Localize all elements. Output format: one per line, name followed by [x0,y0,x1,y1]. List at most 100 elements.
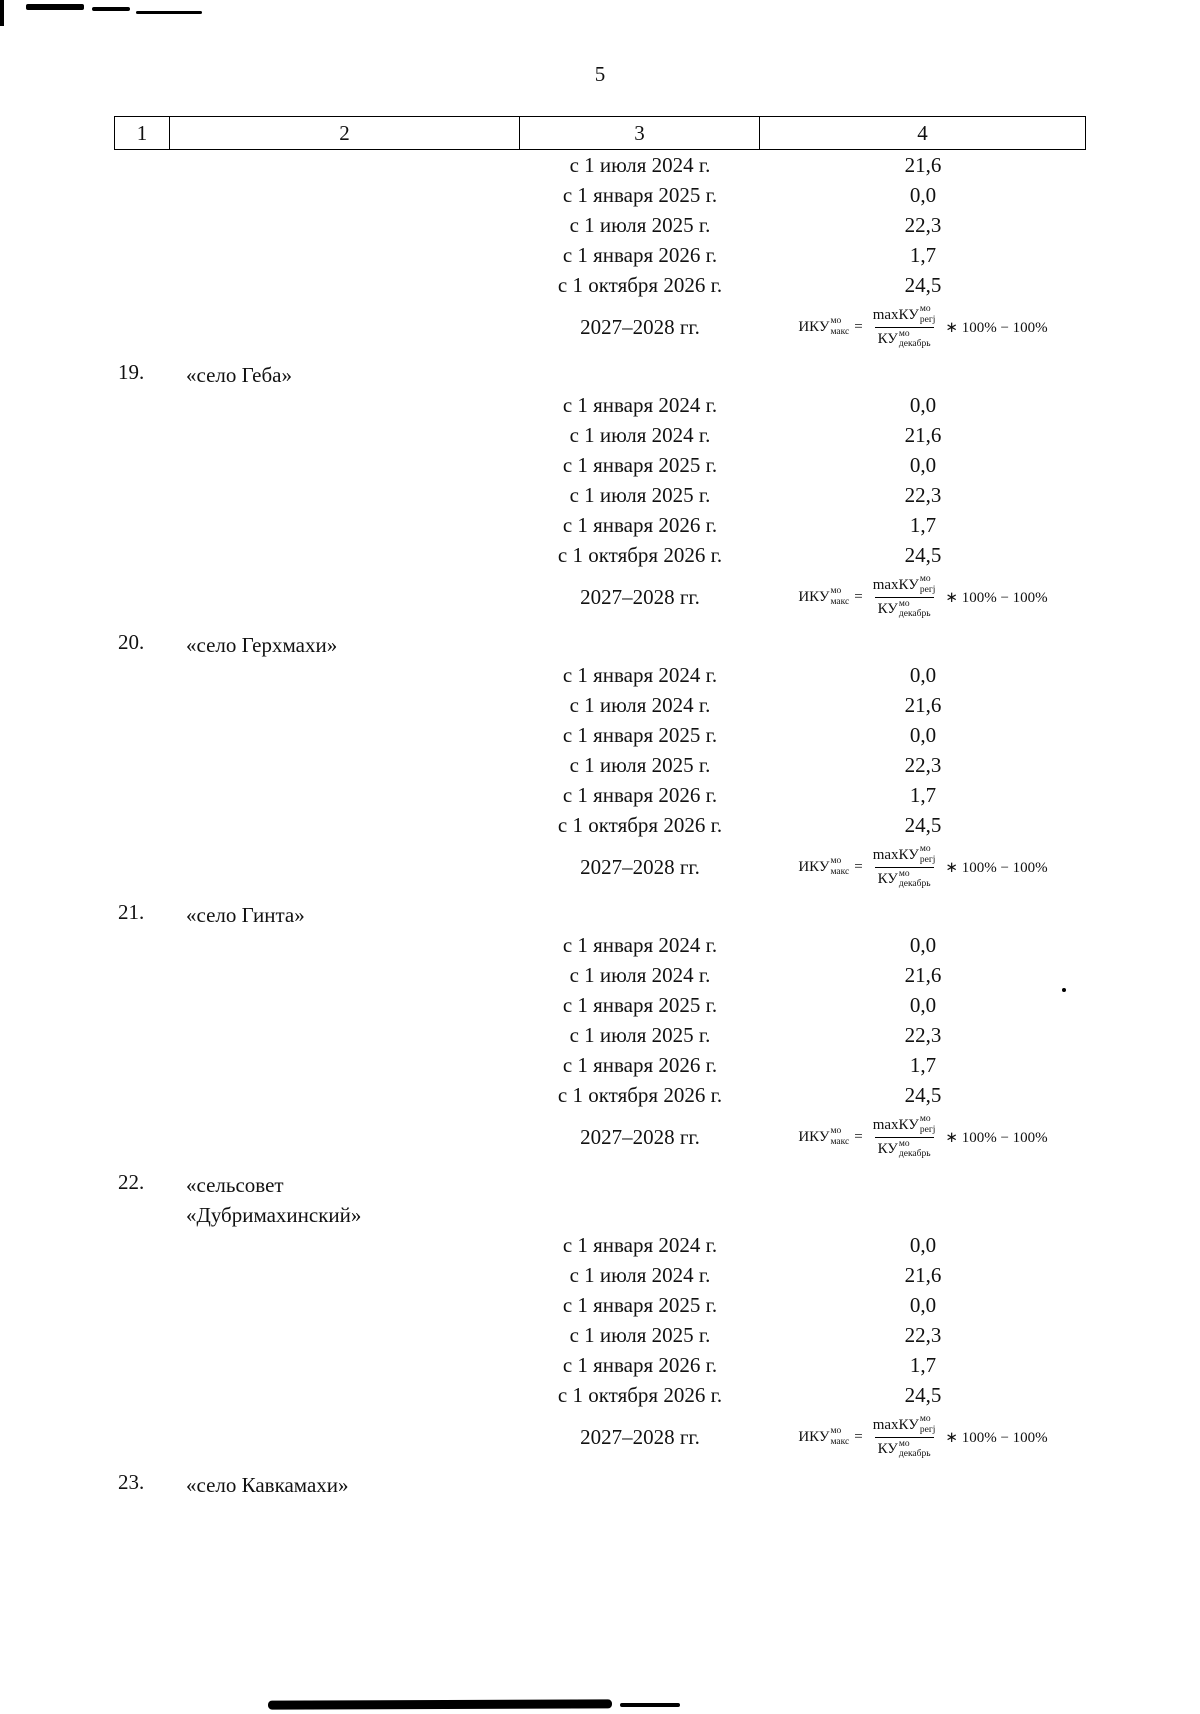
date-cell: с 1 января 2025 г. [562,1292,718,1317]
entry-rows: с 1 июля 2024 г. 21,6 с 1 января 2025 г.… [114,150,1086,354]
value-cell: 21,6 [904,1262,942,1287]
table-row: с 1 января 2025 г. 0,0 [114,450,1086,480]
entry-rows: с 1 января 2024 г. 0,0 с 1 июля 2024 г. … [114,930,1086,1164]
table-row: с 1 июля 2025 г. 22,3 [114,210,1086,240]
entry-title: «село Кавкамахи» [186,1473,349,1497]
table-row: с 1 июля 2024 г. 21,6 [114,1260,1086,1290]
date-cell: с 1 января 2024 г. [562,1232,718,1257]
value-cell: 1,7 [909,782,937,807]
value-cell: 21,6 [904,692,942,717]
iku-max-formula: ИКУ мо макс = maxКУ мо регj КУ мо декабрь ∗ 10… [798,844,1047,891]
date-cell: с 1 июля 2024 г. [569,692,711,717]
table-row: с 1 октября 2026 г. 24,5 [114,810,1086,840]
value-cell: 0,0 [909,662,937,687]
formula-fraction: maxКУ мо регj КУ мо декабрь [872,843,936,890]
value-cell: 22,3 [904,482,942,507]
table-row: с 1 июля 2024 г. 21,6 [114,420,1086,450]
iku-max-formula: ИКУ мо макс = maxКУ мо регj КУ мо декабрь ∗ 10… [798,1114,1047,1161]
equals-sign: = [854,1128,863,1145]
value-cell: 21,6 [904,152,942,177]
table-header-row: 1 2 3 4 [114,116,1086,150]
table-row: с 1 января 2024 г. 0,0 [114,390,1086,420]
table-row: с 1 июля 2025 г. 22,3 [114,750,1086,780]
scan-artifact-smudge [267,1699,613,1710]
entry-name-row: 23. «село Кавкамахи» [114,1464,1086,1500]
date-cell: с 1 июля 2025 г. [569,482,711,507]
tariff-table: 1 2 3 4 с 1 июля 2024 г. 21,6 с 1 января… [114,116,1086,1500]
value-cell: ИКУ мо макс = maxКУ мо регj КУ мо декабрь ∗ 10… [760,300,1086,354]
value-cell: 0,0 [909,182,937,207]
table-row: с 1 июля 2025 г. 22,3 [114,480,1086,510]
table-entry: 21. «село Гинта» с 1 января 2024 г. 0,0 … [114,894,1086,1164]
date-cell: с 1 октября 2026 г. [557,272,723,297]
date-cell: 2027–2028 гг. [580,1424,700,1449]
formula-fraction: maxКУ мо регj КУ мо декабрь [872,573,936,620]
formula-tail: ∗ 100% − 100% [945,319,1048,336]
table-row: с 1 января 2024 г. 0,0 [114,1230,1086,1260]
entry-number: 20. [118,630,145,654]
value-cell: 0,0 [909,1232,937,1257]
formula-lhs: ИКУ мо макс [798,586,850,607]
table-row: с 1 января 2026 г. 1,7 [114,510,1086,540]
table-row: с 1 июля 2024 г. 21,6 [114,150,1086,180]
value-cell: 0,0 [909,932,937,957]
value-cell: 22,3 [904,1322,942,1347]
value-cell: 24,5 [904,1082,942,1107]
value-cell: 1,7 [909,1352,937,1377]
entry-name-row: 21. «село Гинта» [114,894,1086,930]
page-number: 5 [594,62,606,86]
table-entry: 20. «село Герхмахи» с 1 января 2024 г. 0… [114,624,1086,894]
equals-sign: = [854,588,863,605]
table-row: 2027–2028 гг. ИКУ мо макс = maxКУ мо регj КУ… [114,300,1086,354]
table-row: с 1 января 2025 г. 0,0 [114,1290,1086,1320]
date-cell: с 1 января 2026 г. [562,1352,718,1377]
value-cell: 1,7 [909,242,937,267]
column-header: 2 [170,117,520,149]
date-cell: с 1 января 2025 г. [562,722,718,747]
date-cell: с 1 января 2026 г. [562,242,718,267]
table-entry: 19. «село Геба» с 1 января 2024 г. 0,0 с… [114,354,1086,624]
equals-sign: = [854,1428,863,1445]
scan-artifact [0,0,4,26]
table-row: с 1 января 2026 г. 1,7 [114,240,1086,270]
table-row: с 1 октября 2026 г. 24,5 [114,1380,1086,1410]
column-header: 1 [114,117,170,149]
entry-title: «сельсовет «Дубримахинский» [186,1173,362,1227]
table-row: с 1 июля 2025 г. 22,3 [114,1320,1086,1350]
table-row: с 1 января 2026 г. 1,7 [114,1050,1086,1080]
table-row: с 1 января 2024 г. 0,0 [114,660,1086,690]
value-cell: 22,3 [904,1022,942,1047]
equals-sign: = [854,858,863,875]
date-cell: с 1 января 2026 г. [562,782,718,807]
formula-lhs: ИКУ мо макс [798,856,850,877]
entry-rows: с 1 января 2024 г. 0,0 с 1 июля 2024 г. … [114,1230,1086,1464]
date-cell: 2027–2028 гг. [580,1124,700,1149]
date-cell: с 1 октября 2026 г. [557,812,723,837]
date-cell: с 1 января 2025 г. [562,182,718,207]
value-cell: 0,0 [909,452,937,477]
date-cell: с 1 января 2024 г. [562,392,718,417]
date-cell: с 1 октября 2026 г. [557,542,723,567]
table-row: 2027–2028 гг. ИКУ мо макс = maxКУ мо регj КУ… [114,1410,1086,1464]
formula-lhs: ИКУ мо макс [798,1126,850,1147]
table-body: с 1 июля 2024 г. 21,6 с 1 января 2025 г.… [114,150,1086,1500]
value-cell: 0,0 [909,1292,937,1317]
formula-lhs: ИКУ мо макс [798,316,850,337]
table-row: 2027–2028 гг. ИКУ мо макс = maxКУ мо регj КУ… [114,570,1086,624]
date-cell: с 1 января 2026 г. [562,512,718,537]
iku-max-formula: ИКУ мо макс = maxКУ мо регj КУ мо декабрь ∗ 10… [798,574,1047,621]
table-entry: 22. «сельсовет «Дубримахинский» с 1 янва… [114,1164,1086,1464]
table-row: с 1 октября 2026 г. 24,5 [114,540,1086,570]
value-cell: ИКУ мо макс = maxКУ мо регj КУ мо декабрь ∗ 10… [760,840,1086,894]
date-cell: с 1 июля 2024 г. [569,962,711,987]
scan-artifact-smudge [620,1703,680,1707]
table-row: с 1 июля 2025 г. 22,3 [114,1020,1086,1050]
column-header: 4 [760,117,1086,149]
table-row: с 1 июля 2024 г. 21,6 [114,960,1086,990]
entry-title: «село Геба» [186,363,292,387]
value-cell: ИКУ мо макс = maxКУ мо регj КУ мо декабрь ∗ 10… [760,1110,1086,1164]
table-row: с 1 января 2026 г. 1,7 [114,1350,1086,1380]
value-cell: 22,3 [904,752,942,777]
date-cell: с 1 июля 2025 г. [569,752,711,777]
date-cell: с 1 января 2024 г. [562,662,718,687]
